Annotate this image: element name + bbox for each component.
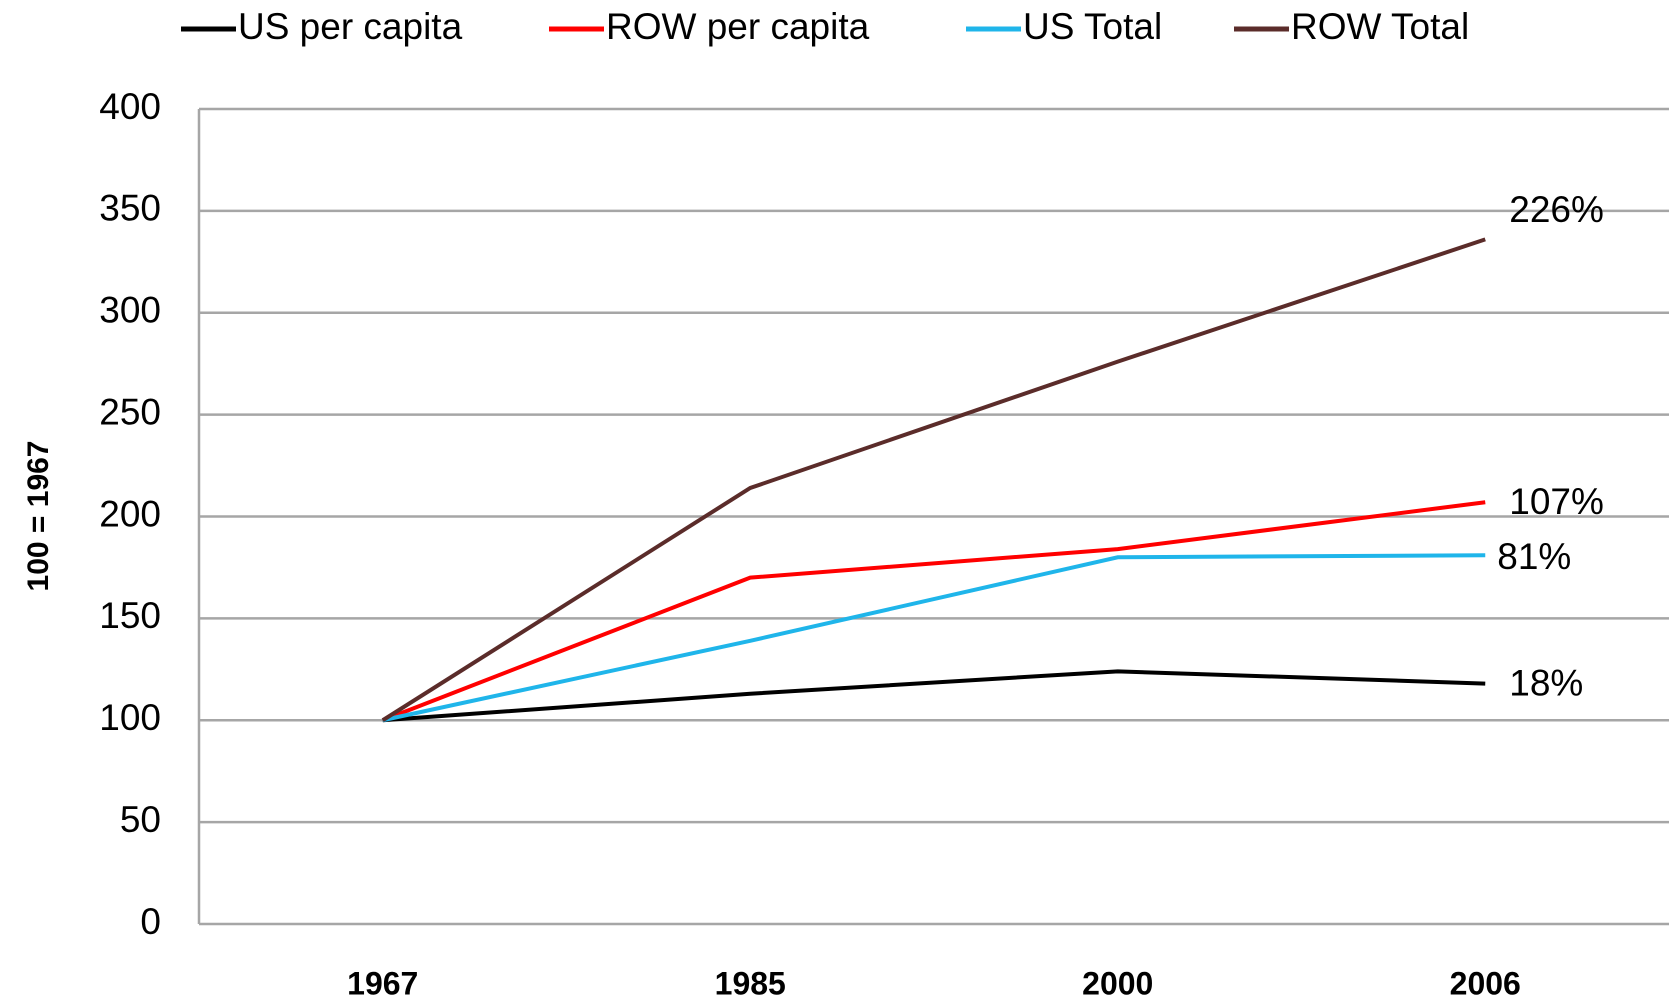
legend-label: ROW Total — [1291, 6, 1469, 47]
y-tick-label: 100 — [99, 697, 161, 738]
x-tick-label: 1967 — [347, 965, 418, 1001]
end-label: 18% — [1509, 662, 1583, 703]
series-line — [382, 553, 1486, 723]
y-tick-label: 200 — [99, 493, 161, 534]
y-tick-label: 300 — [99, 290, 161, 331]
legend-label: ROW per capita — [606, 6, 870, 47]
y-tick-label: 350 — [99, 188, 161, 229]
y-tick-label: 400 — [99, 86, 161, 127]
y-tick-label: 0 — [140, 901, 161, 942]
end-label: 226% — [1509, 189, 1604, 230]
end-label: 107% — [1509, 481, 1604, 522]
x-tick-label: 1985 — [715, 965, 786, 1001]
series-line — [382, 500, 1486, 723]
y-tick-label: 150 — [99, 595, 161, 636]
x-tick-label: 2006 — [1450, 965, 1521, 1001]
y-tick-label: 250 — [99, 391, 161, 432]
x-tick-label: 2000 — [1082, 965, 1153, 1001]
series-line — [381, 237, 1486, 722]
legend-label: US Total — [1023, 6, 1162, 47]
end-label: 81% — [1497, 536, 1571, 577]
y-axis-label: 100 = 1967 — [22, 441, 55, 592]
y-tick-label: 50 — [120, 799, 161, 840]
legend-label: US per capita — [238, 6, 463, 47]
series-line — [382, 669, 1486, 723]
